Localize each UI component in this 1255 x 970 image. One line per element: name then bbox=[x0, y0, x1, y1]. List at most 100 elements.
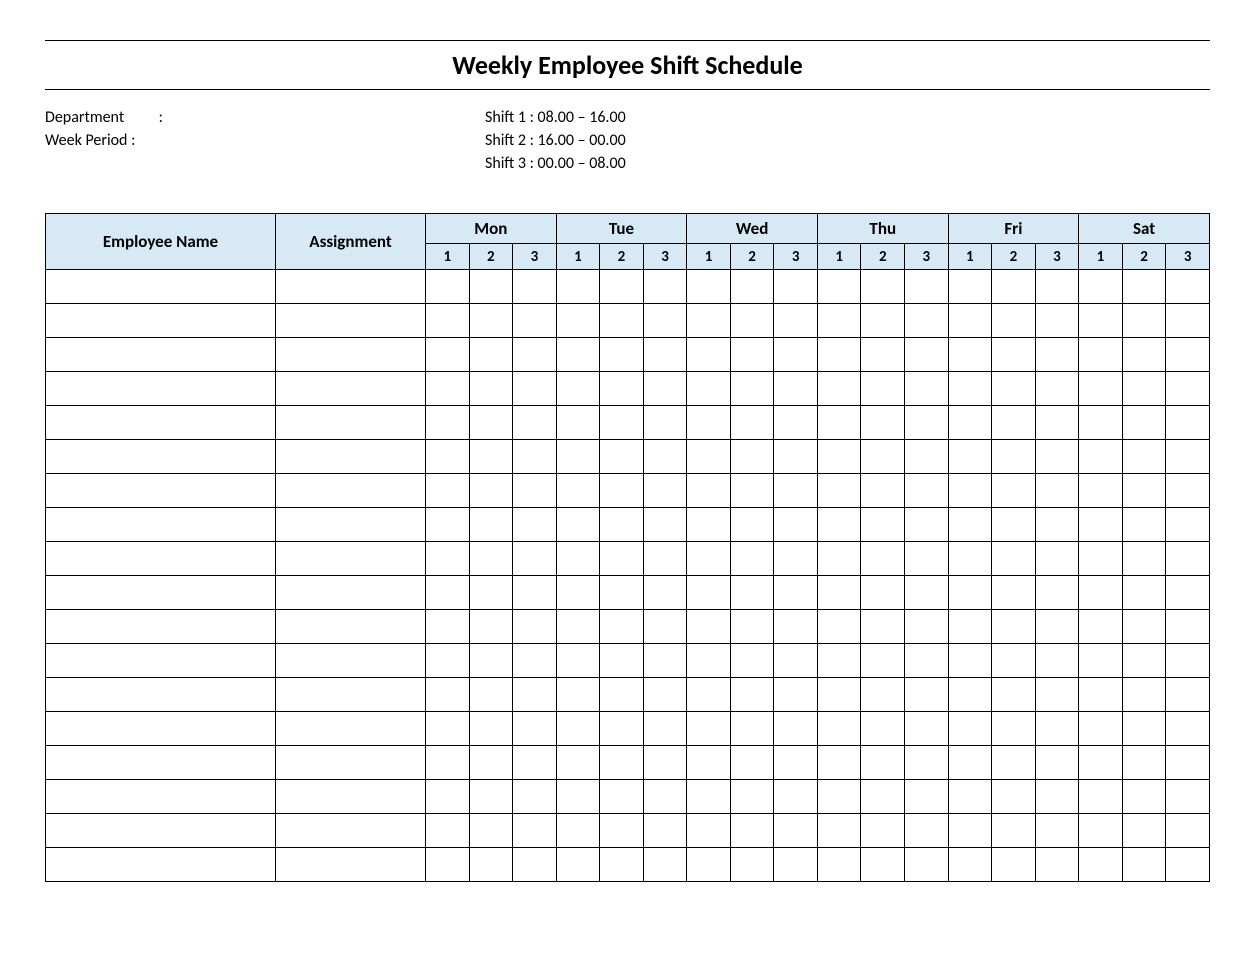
cell-shift bbox=[992, 814, 1036, 848]
cell-shift bbox=[469, 270, 513, 304]
cell-shift bbox=[948, 406, 992, 440]
cell-shift bbox=[992, 848, 1036, 882]
cell-shift bbox=[469, 848, 513, 882]
cell-shift bbox=[1079, 542, 1123, 576]
cell-shift bbox=[730, 678, 774, 712]
cell-assignment bbox=[276, 576, 426, 610]
cell-employee-name bbox=[46, 746, 276, 780]
cell-shift bbox=[469, 610, 513, 644]
cell-shift bbox=[469, 746, 513, 780]
cell-shift bbox=[774, 610, 818, 644]
cell-shift bbox=[513, 304, 557, 338]
cell-shift bbox=[1035, 610, 1079, 644]
cell-shift bbox=[730, 474, 774, 508]
cell-shift bbox=[948, 780, 992, 814]
cell-shift bbox=[817, 780, 861, 814]
cell-employee-name bbox=[46, 440, 276, 474]
cell-assignment bbox=[276, 814, 426, 848]
cell-employee-name bbox=[46, 780, 276, 814]
cell-shift bbox=[1122, 372, 1166, 406]
cell-shift bbox=[513, 270, 557, 304]
cell-shift bbox=[948, 270, 992, 304]
cell-shift bbox=[774, 746, 818, 780]
cell-shift bbox=[817, 474, 861, 508]
cell-shift bbox=[905, 814, 949, 848]
table-row bbox=[46, 814, 1210, 848]
table-row bbox=[46, 406, 1210, 440]
cell-shift bbox=[469, 474, 513, 508]
title-bar: Weekly Employee Shift Schedule bbox=[45, 40, 1210, 90]
table-row bbox=[46, 610, 1210, 644]
cell-shift bbox=[861, 644, 905, 678]
cell-shift bbox=[1122, 610, 1166, 644]
cell-shift bbox=[600, 474, 644, 508]
cell-shift bbox=[426, 372, 470, 406]
cell-shift bbox=[1166, 644, 1210, 678]
cell-shift bbox=[1122, 508, 1166, 542]
cell-shift bbox=[992, 372, 1036, 406]
shift1-range: 08.00 – 16.00 bbox=[538, 108, 626, 127]
cell-shift bbox=[1079, 406, 1123, 440]
cell-shift bbox=[1035, 814, 1079, 848]
meta-section: Department : Week Period : Shift 1 : 08.… bbox=[45, 108, 1210, 177]
cell-shift bbox=[905, 576, 949, 610]
cell-shift bbox=[774, 372, 818, 406]
shift2-label: Shift 2 : bbox=[485, 131, 534, 150]
cell-shift bbox=[861, 814, 905, 848]
cell-shift bbox=[1035, 644, 1079, 678]
cell-assignment bbox=[276, 610, 426, 644]
cell-shift bbox=[1166, 338, 1210, 372]
cell-shift bbox=[1122, 338, 1166, 372]
cell-shift bbox=[774, 474, 818, 508]
table-row bbox=[46, 644, 1210, 678]
table-row bbox=[46, 576, 1210, 610]
cell-shift bbox=[1079, 508, 1123, 542]
cell-shift bbox=[556, 440, 600, 474]
cell-shift bbox=[817, 508, 861, 542]
cell-shift bbox=[817, 678, 861, 712]
cell-assignment bbox=[276, 440, 426, 474]
cell-shift bbox=[1166, 814, 1210, 848]
cell-shift bbox=[730, 270, 774, 304]
cell-shift bbox=[556, 406, 600, 440]
cell-shift bbox=[513, 576, 557, 610]
cell-shift bbox=[600, 678, 644, 712]
cell-employee-name bbox=[46, 644, 276, 678]
cell-shift bbox=[774, 780, 818, 814]
th-shift-num: 3 bbox=[774, 244, 818, 270]
cell-shift bbox=[469, 576, 513, 610]
th-shift-num: 3 bbox=[513, 244, 557, 270]
cell-shift bbox=[643, 474, 687, 508]
cell-shift bbox=[1122, 780, 1166, 814]
cell-shift bbox=[730, 304, 774, 338]
cell-shift bbox=[1166, 848, 1210, 882]
cell-shift bbox=[905, 304, 949, 338]
cell-shift bbox=[992, 270, 1036, 304]
cell-shift bbox=[905, 678, 949, 712]
cell-shift bbox=[556, 270, 600, 304]
cell-employee-name bbox=[46, 678, 276, 712]
cell-shift bbox=[469, 644, 513, 678]
cell-shift bbox=[817, 576, 861, 610]
cell-employee-name bbox=[46, 542, 276, 576]
cell-shift bbox=[426, 508, 470, 542]
cell-shift bbox=[1079, 338, 1123, 372]
shift3-label: Shift 3 : bbox=[485, 154, 534, 173]
cell-shift bbox=[1166, 270, 1210, 304]
th-shift-num: 1 bbox=[556, 244, 600, 270]
cell-shift bbox=[817, 304, 861, 338]
cell-shift bbox=[556, 780, 600, 814]
cell-shift bbox=[1166, 678, 1210, 712]
cell-shift bbox=[817, 746, 861, 780]
cell-shift bbox=[774, 406, 818, 440]
th-day-sat: Sat bbox=[1079, 214, 1210, 244]
th-shift-num: 2 bbox=[1122, 244, 1166, 270]
cell-shift bbox=[861, 440, 905, 474]
cell-shift bbox=[1079, 644, 1123, 678]
cell-shift bbox=[426, 576, 470, 610]
cell-shift bbox=[600, 712, 644, 746]
th-shift-num: 3 bbox=[1035, 244, 1079, 270]
cell-shift bbox=[861, 474, 905, 508]
cell-shift bbox=[426, 270, 470, 304]
th-shift-num: 2 bbox=[600, 244, 644, 270]
